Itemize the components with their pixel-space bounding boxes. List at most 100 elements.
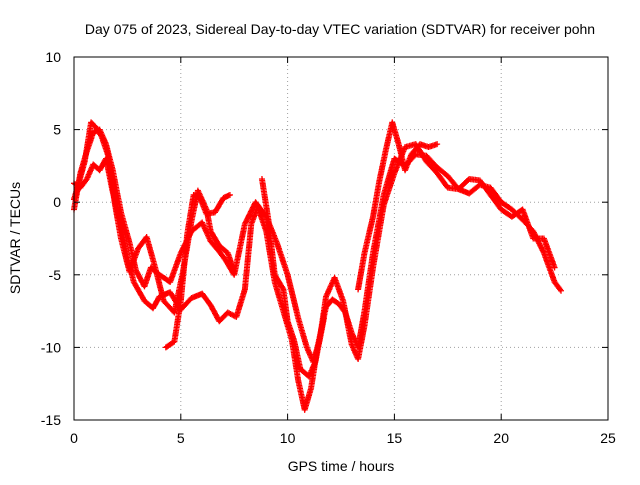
series-track-3	[71, 119, 238, 316]
y-tick-label: 10	[45, 49, 61, 65]
data-point-run	[467, 176, 482, 184]
x-tick-label: 10	[280, 430, 296, 446]
data-point-run	[203, 208, 214, 233]
data-point-run	[520, 207, 536, 240]
data-point-run	[118, 210, 133, 245]
data-point-run	[93, 125, 104, 139]
data-point-run	[75, 160, 88, 187]
plot-frame	[73, 56, 609, 421]
data-point-run	[531, 235, 546, 242]
data-point-run	[361, 266, 376, 328]
data-point-run	[456, 177, 472, 192]
data-point-run	[541, 251, 558, 284]
y-axis-label: SDTVAR / TECUs	[7, 182, 23, 294]
series-track-4	[258, 175, 327, 380]
data-point-run	[142, 266, 154, 288]
data-point-run	[446, 184, 460, 192]
data-point-run	[225, 251, 237, 274]
data-point-run	[302, 386, 314, 412]
data-point-run	[144, 235, 158, 269]
x-tick-label: 15	[387, 430, 403, 446]
data-point-run	[306, 360, 318, 378]
data-point-run	[355, 324, 368, 361]
data-point-run	[242, 222, 255, 291]
data-point-run	[253, 200, 269, 219]
data-point-run	[280, 287, 291, 323]
data-point-run	[340, 299, 355, 346]
x-tick-label: 0	[70, 430, 78, 446]
data-point-run	[295, 316, 310, 349]
data-point-run	[208, 239, 222, 254]
data-point-run	[167, 251, 184, 284]
data-point-run	[265, 218, 278, 277]
data-point-run	[217, 243, 230, 256]
data-point-run	[403, 141, 418, 150]
data-point-run	[195, 189, 209, 211]
data-point-run	[226, 310, 238, 320]
data-point-run	[402, 152, 414, 172]
y-tick-label: -5	[49, 267, 62, 283]
data-point-run	[355, 251, 368, 291]
data-point-run	[488, 185, 504, 204]
plot-layer	[71, 119, 565, 413]
data-point-run	[435, 165, 450, 179]
data-point-run	[171, 270, 186, 314]
data-point-run	[233, 287, 248, 319]
data-point-run	[361, 215, 376, 255]
data-point-run	[105, 154, 118, 204]
data-point-run	[477, 178, 493, 197]
x-tick-label: 25	[600, 430, 616, 446]
data-point-run	[499, 200, 514, 212]
data-point-run	[221, 192, 232, 201]
data-point-run	[285, 319, 297, 342]
data-point-run	[330, 297, 341, 306]
data-point-run	[389, 120, 402, 146]
data-point-run	[208, 303, 222, 323]
tick-layer: 0 5 10 15 20 25 -15 -10 -5 0 5 10	[41, 49, 616, 446]
data-point-run	[242, 200, 258, 226]
data-point-run	[370, 178, 383, 219]
data-point-run	[272, 280, 286, 313]
data-point-run	[99, 135, 111, 158]
y-tick-label: 0	[53, 194, 61, 210]
data-point-run	[424, 159, 440, 175]
data-point-run	[381, 157, 397, 197]
data-point-run	[312, 316, 327, 364]
data-point-run	[272, 273, 286, 291]
data-point-run	[152, 266, 167, 303]
data-point-run	[89, 120, 98, 129]
y-tick-label: 5	[53, 122, 61, 138]
y-tick-label: -10	[41, 339, 61, 355]
data-point-run	[111, 200, 124, 240]
data-point-run	[180, 219, 195, 274]
y-tick-label: -15	[41, 412, 61, 428]
data-point-run	[78, 177, 89, 190]
data-point-run	[291, 338, 304, 371]
data-point-run	[259, 177, 272, 222]
data-point-run	[274, 241, 291, 277]
data-point-run	[200, 291, 213, 308]
chart-title: Day 075 of 2023, Sidereal Day-to-day VTE…	[85, 21, 595, 37]
data-point-run	[552, 280, 564, 293]
data-point-run	[212, 196, 226, 214]
data-point-run	[488, 193, 504, 212]
data-point-run	[541, 237, 558, 270]
data-point-run	[370, 203, 387, 269]
x-axis-label: GPS time / hours	[288, 458, 395, 474]
data-point-run	[127, 247, 141, 274]
data-point-run	[164, 339, 177, 350]
data-point-run	[199, 221, 213, 243]
data-point-run	[435, 171, 450, 190]
data-point-run	[109, 167, 124, 214]
data-point-run	[376, 148, 389, 182]
data-point-run	[150, 294, 162, 310]
data-point-run	[208, 229, 222, 248]
data-point-run	[332, 276, 346, 303]
x-tick-label: 20	[493, 430, 509, 446]
data-point-run	[171, 299, 184, 343]
series-track-5	[355, 119, 441, 293]
data-point-run	[81, 120, 94, 163]
data-point-run	[285, 273, 301, 320]
